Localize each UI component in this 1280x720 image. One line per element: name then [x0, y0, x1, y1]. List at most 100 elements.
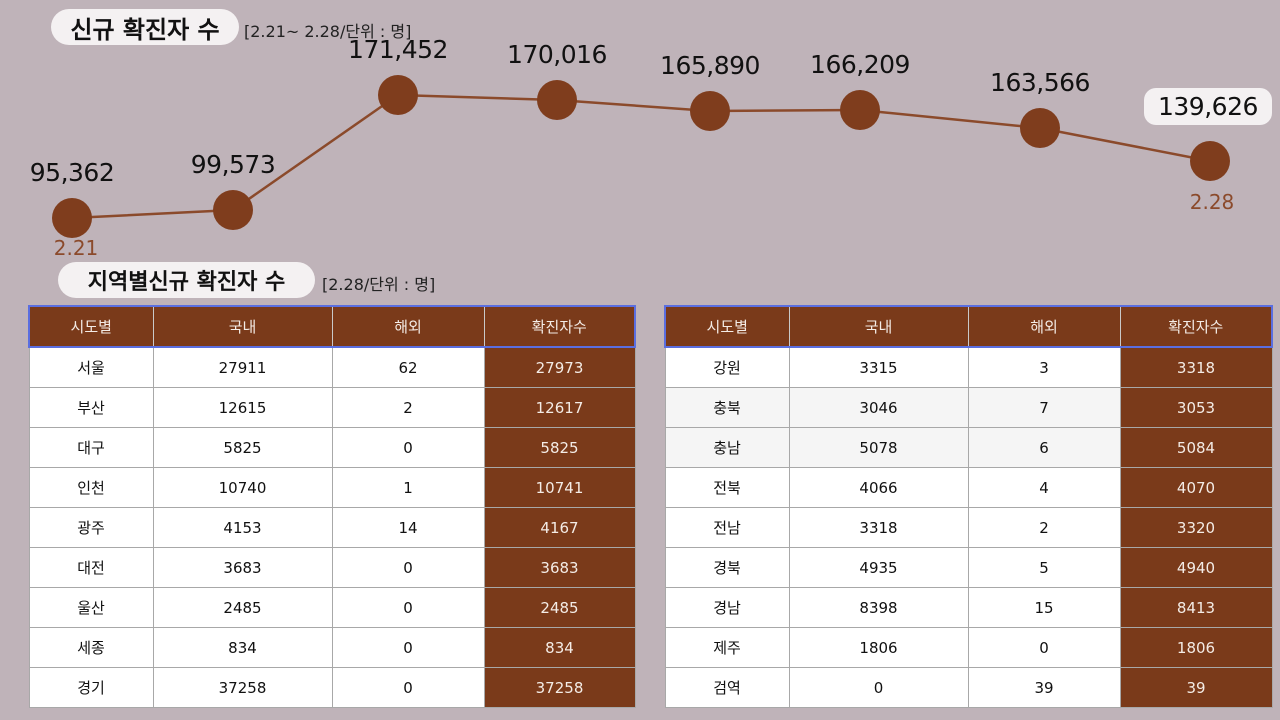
cell-region: 전남	[664, 507, 790, 548]
column-header-region: 시도별	[664, 305, 790, 348]
cell-region: 충남	[664, 427, 790, 468]
cell-overseas: 15	[967, 587, 1121, 628]
cell-total: 5825	[483, 427, 636, 468]
chart-title: 신규 확진자 수	[51, 9, 239, 45]
cell-region: 경북	[664, 547, 790, 588]
cell-region: 검역	[664, 667, 790, 708]
cell-domestic: 5078	[788, 427, 969, 468]
data-point	[1190, 141, 1230, 181]
table-row: 충북 3046 7 3053	[664, 387, 1273, 428]
cell-total: 3318	[1119, 346, 1273, 388]
cell-total: 1806	[1119, 627, 1273, 668]
table-row: 서울 27911 62 27973	[28, 346, 636, 388]
data-value-label: 99,573	[190, 150, 276, 179]
data-point	[1020, 108, 1060, 148]
table-row: 울산 2485 0 2485	[28, 587, 636, 628]
column-header-total: 확진자수	[483, 305, 636, 348]
cell-total: 3683	[483, 547, 636, 588]
column-header-overseas: 해외	[331, 305, 485, 348]
cell-overseas: 0	[331, 547, 485, 588]
cell-total: 10741	[483, 467, 636, 508]
cell-total: 27973	[483, 346, 636, 388]
table-row: 충남 5078 6 5084	[664, 427, 1273, 468]
cell-domestic: 3318	[788, 507, 969, 548]
cell-domestic: 4066	[788, 467, 969, 508]
data-value-label: 165,890	[660, 51, 760, 80]
table-row: 광주 4153 14 4167	[28, 507, 636, 548]
cell-domestic: 8398	[788, 587, 969, 628]
table-row: 경기 37258 0 37258	[28, 667, 636, 708]
data-value-label: 166,209	[810, 50, 910, 79]
table-row: 검역 0 39 39	[664, 667, 1273, 708]
cell-region: 부산	[28, 387, 154, 428]
cell-region: 강원	[664, 346, 790, 388]
data-value-label: 170,016	[507, 40, 607, 69]
cell-overseas: 5	[967, 547, 1121, 588]
cell-domestic: 834	[152, 627, 333, 668]
cell-region: 경기	[28, 667, 154, 708]
regional-table-left: 시도별 국내 해외 확진자수 서울 27911 62 27973 부산 12615 2 126…	[28, 305, 636, 708]
cell-domestic: 5825	[152, 427, 333, 468]
cell-domestic: 10740	[152, 467, 333, 508]
column-header-domestic: 국내	[788, 305, 969, 348]
cell-region: 광주	[28, 507, 154, 548]
x-label-start: 2.21	[53, 236, 99, 260]
table-row: 세종 834 0 834	[28, 627, 636, 668]
cell-overseas: 7	[967, 387, 1121, 428]
x-label-end: 2.28	[1189, 190, 1235, 214]
data-point	[690, 91, 730, 131]
data-value-label: 171,452	[348, 35, 448, 64]
table-row: 전북 4066 4 4070	[664, 467, 1273, 508]
column-header-domestic: 국내	[152, 305, 333, 348]
table-header-row: 시도별 국내 해외 확진자수	[664, 305, 1273, 348]
regional-subtitle: [2.28/단위 : 명]	[322, 275, 436, 294]
data-point	[537, 80, 577, 120]
column-header-total: 확진자수	[1119, 305, 1273, 348]
cell-overseas: 62	[331, 346, 485, 388]
table-row: 제주 1806 0 1806	[664, 627, 1273, 668]
table-row: 대구 5825 0 5825	[28, 427, 636, 468]
cell-overseas: 0	[331, 587, 485, 628]
cell-overseas: 3	[967, 346, 1121, 388]
cell-region: 충북	[664, 387, 790, 428]
cell-overseas: 4	[967, 467, 1121, 508]
cell-overseas: 0	[331, 427, 485, 468]
column-header-overseas: 해외	[967, 305, 1121, 348]
cell-domestic: 12615	[152, 387, 333, 428]
data-point	[213, 190, 253, 230]
chart-points	[52, 75, 1230, 238]
cell-overseas: 14	[331, 507, 485, 548]
cell-domestic: 1806	[788, 627, 969, 668]
cell-domestic: 3046	[788, 387, 969, 428]
cell-domestic: 3683	[152, 547, 333, 588]
cell-total: 37258	[483, 667, 636, 708]
cell-overseas: 0	[967, 627, 1121, 668]
cell-region: 경남	[664, 587, 790, 628]
cell-region: 울산	[28, 587, 154, 628]
cell-total: 5084	[1119, 427, 1273, 468]
table-row: 부산 12615 2 12617	[28, 387, 636, 428]
cell-overseas: 2	[967, 507, 1121, 548]
line-chart	[52, 75, 1230, 238]
cell-overseas: 0	[331, 667, 485, 708]
data-value-label: 139,626	[1144, 88, 1272, 125]
cell-domestic: 0	[788, 667, 969, 708]
table-row: 인천 10740 1 10741	[28, 467, 636, 508]
table-row: 경북 4935 5 4940	[664, 547, 1273, 588]
cell-overseas: 2	[331, 387, 485, 428]
chart-subtitle: [2.21~ 2.28/단위 : 명]	[244, 22, 412, 41]
cell-total: 4940	[1119, 547, 1273, 588]
cell-domestic: 4935	[788, 547, 969, 588]
chart-line	[71, 93, 1211, 220]
cell-region: 대구	[28, 427, 154, 468]
cell-domestic: 27911	[152, 346, 333, 388]
table-row: 강원 3315 3 3318	[664, 346, 1273, 388]
cell-total: 2485	[483, 587, 636, 628]
cell-domestic: 3315	[788, 346, 969, 388]
cell-overseas: 0	[331, 627, 485, 668]
cell-overseas: 1	[331, 467, 485, 508]
cell-total: 12617	[483, 387, 636, 428]
table-row: 경남 8398 15 8413	[664, 587, 1273, 628]
cell-total: 39	[1119, 667, 1273, 708]
data-point	[52, 198, 92, 238]
